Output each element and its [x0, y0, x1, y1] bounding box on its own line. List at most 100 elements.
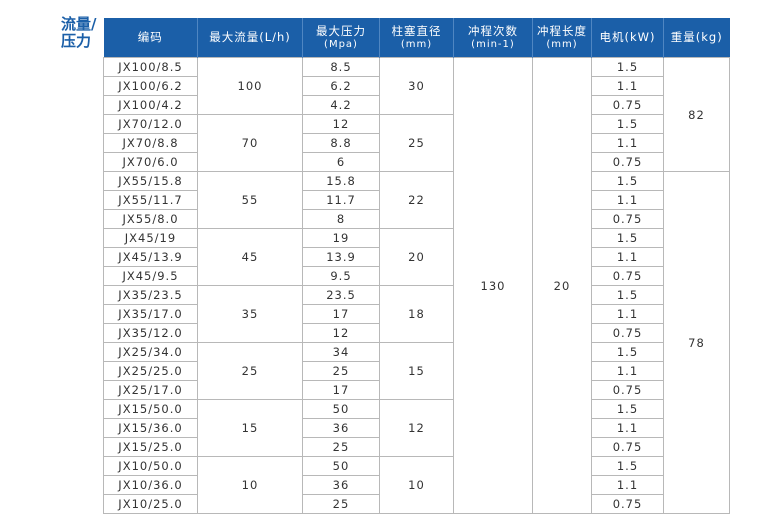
- model-code: JX15/36.0: [103, 418, 198, 438]
- header-title: 柱塞直径: [391, 23, 442, 38]
- table-row: JX55/15.8 55 15.8 22 1.5 78: [103, 171, 730, 514]
- table-row: JX25/34.0 25 34 15 1.5: [103, 342, 730, 400]
- model-code: JX70/6.0: [103, 152, 198, 172]
- model-code: JX45/13.9: [103, 247, 198, 267]
- plunger-diameter: 18: [379, 285, 454, 343]
- model-code: JX100/8.5: [103, 57, 198, 77]
- side-label: 流量/压力: [61, 15, 97, 50]
- max-pressure: 50: [302, 456, 380, 476]
- model-code: JX10/50.0: [103, 456, 198, 476]
- column-header: 最大流量(L/h): [197, 18, 303, 58]
- motor-power: 1.1: [591, 418, 664, 438]
- motor-power: 1.5: [591, 285, 664, 305]
- max-pressure: 17: [302, 380, 380, 400]
- header-title: 最大流量(L/h): [209, 30, 291, 44]
- max-pressure: 12: [302, 114, 380, 134]
- header-unit: (min-1): [471, 38, 515, 50]
- motor-power: 0.75: [591, 266, 664, 286]
- max-pressure: 8.8: [302, 133, 380, 153]
- max-pressure: 36: [302, 475, 380, 495]
- motor-power: 1.5: [591, 399, 664, 419]
- column-header: 柱塞直径 (mm): [379, 18, 454, 58]
- motor-power: 1.1: [591, 475, 664, 495]
- model-code: JX100/6.2: [103, 76, 198, 96]
- model-code: JX35/17.0: [103, 304, 198, 324]
- max-pressure: 25: [302, 361, 380, 381]
- header-unit: (mm): [546, 38, 578, 50]
- model-code: JX45/9.5: [103, 266, 198, 286]
- model-code: JX35/23.5: [103, 285, 198, 305]
- column-header: 冲程次数 (min-1): [453, 18, 533, 58]
- motor-power: 0.75: [591, 209, 664, 229]
- plunger-diameter: 10: [379, 456, 454, 514]
- table-row: JX70/12.0 70 12 25 1.5: [103, 114, 730, 172]
- model-code: JX55/11.7: [103, 190, 198, 210]
- max-pressure: 8: [302, 209, 380, 229]
- plunger-diameter: 22: [379, 171, 454, 229]
- max-pressure: 23.5: [302, 285, 380, 305]
- model-code: JX10/25.0: [103, 494, 198, 514]
- max-pressure: 11.7: [302, 190, 380, 210]
- header-title: 编码: [137, 30, 163, 44]
- motor-power: 0.75: [591, 437, 664, 457]
- motor-power: 1.5: [591, 228, 664, 248]
- plunger-diameter: 25: [379, 114, 454, 172]
- table-row: JX25/25.0 25 1.1: [103, 361, 730, 381]
- max-flow: 100: [197, 57, 303, 115]
- motor-power: 0.75: [591, 494, 664, 514]
- max-flow: 70: [197, 114, 303, 172]
- table-row: JX45/19 45 19 20 1.5: [103, 228, 730, 286]
- motor-power: 1.1: [591, 133, 664, 153]
- table-row: JX35/12.0 12 0.75: [103, 323, 730, 343]
- plunger-diameter: 12: [379, 399, 454, 457]
- column-header: 冲程长度 (mm): [532, 18, 592, 58]
- max-flow: 45: [197, 228, 303, 286]
- table-row: JX10/25.0 25 0.75: [103, 494, 730, 514]
- max-pressure: 50: [302, 399, 380, 419]
- model-code: JX70/12.0: [103, 114, 198, 134]
- motor-power: 1.5: [591, 171, 664, 191]
- header-row: 编码 最大流量(L/h) 最大压力 (Mpa) 柱塞直径 (mm) 冲程次数 (min-1) 冲…: [103, 18, 730, 58]
- table-row: JX45/9.5 9.5 0.75: [103, 266, 730, 286]
- column-header: 最大压力 (Mpa): [302, 18, 380, 58]
- table-row: JX55/8.0 8 0.75: [103, 209, 730, 229]
- header-unit: (Mpa): [324, 38, 358, 50]
- table-row: JX45/13.9 13.9 1.1: [103, 247, 730, 267]
- motor-power: 1.5: [591, 114, 664, 134]
- spec-table: 编码 最大流量(L/h) 最大压力 (Mpa) 柱塞直径 (mm) 冲程次数 (min-1) 冲…: [103, 18, 730, 514]
- max-pressure: 15.8: [302, 171, 380, 191]
- weight: 82: [663, 57, 730, 172]
- plunger-diameter: 20: [379, 228, 454, 286]
- motor-power: 0.75: [591, 323, 664, 343]
- stroke-length: 20: [532, 57, 592, 514]
- model-code: JX25/25.0: [103, 361, 198, 381]
- motor-power: 0.75: [591, 152, 664, 172]
- table-row: JX10/50.0 10 50 10 1.5: [103, 456, 730, 514]
- motor-power: 1.1: [591, 190, 664, 210]
- header-unit: (mm): [400, 38, 433, 50]
- weight: 78: [663, 171, 730, 514]
- motor-power: 1.1: [591, 361, 664, 381]
- header-title: 电机(kW): [599, 30, 656, 44]
- table-row: JX100/8.5 100 8.5 30 130 20 1.5 82: [103, 57, 730, 514]
- max-flow: 15: [197, 399, 303, 457]
- table-row: JX100/4.2 4.2 0.75: [103, 95, 730, 115]
- max-flow: 35: [197, 285, 303, 343]
- header-title: 冲程长度: [537, 23, 587, 38]
- model-code: JX15/50.0: [103, 399, 198, 419]
- max-flow: 25: [197, 342, 303, 400]
- plunger-diameter: 30: [379, 57, 454, 115]
- motor-power: 1.5: [591, 342, 664, 362]
- model-code: JX35/12.0: [103, 323, 198, 343]
- motor-power: 1.1: [591, 76, 664, 96]
- max-pressure: 6.2: [302, 76, 380, 96]
- table-row: JX70/6.0 6 0.75: [103, 152, 730, 172]
- model-code: JX15/25.0: [103, 437, 198, 457]
- motor-power: 0.75: [591, 95, 664, 115]
- plunger-diameter: 15: [379, 342, 454, 400]
- max-pressure: 13.9: [302, 247, 380, 267]
- column-header: 电机(kW): [591, 18, 664, 58]
- model-code: JX70/8.8: [103, 133, 198, 153]
- max-pressure: 9.5: [302, 266, 380, 286]
- column-header: 重量(kg): [663, 18, 730, 58]
